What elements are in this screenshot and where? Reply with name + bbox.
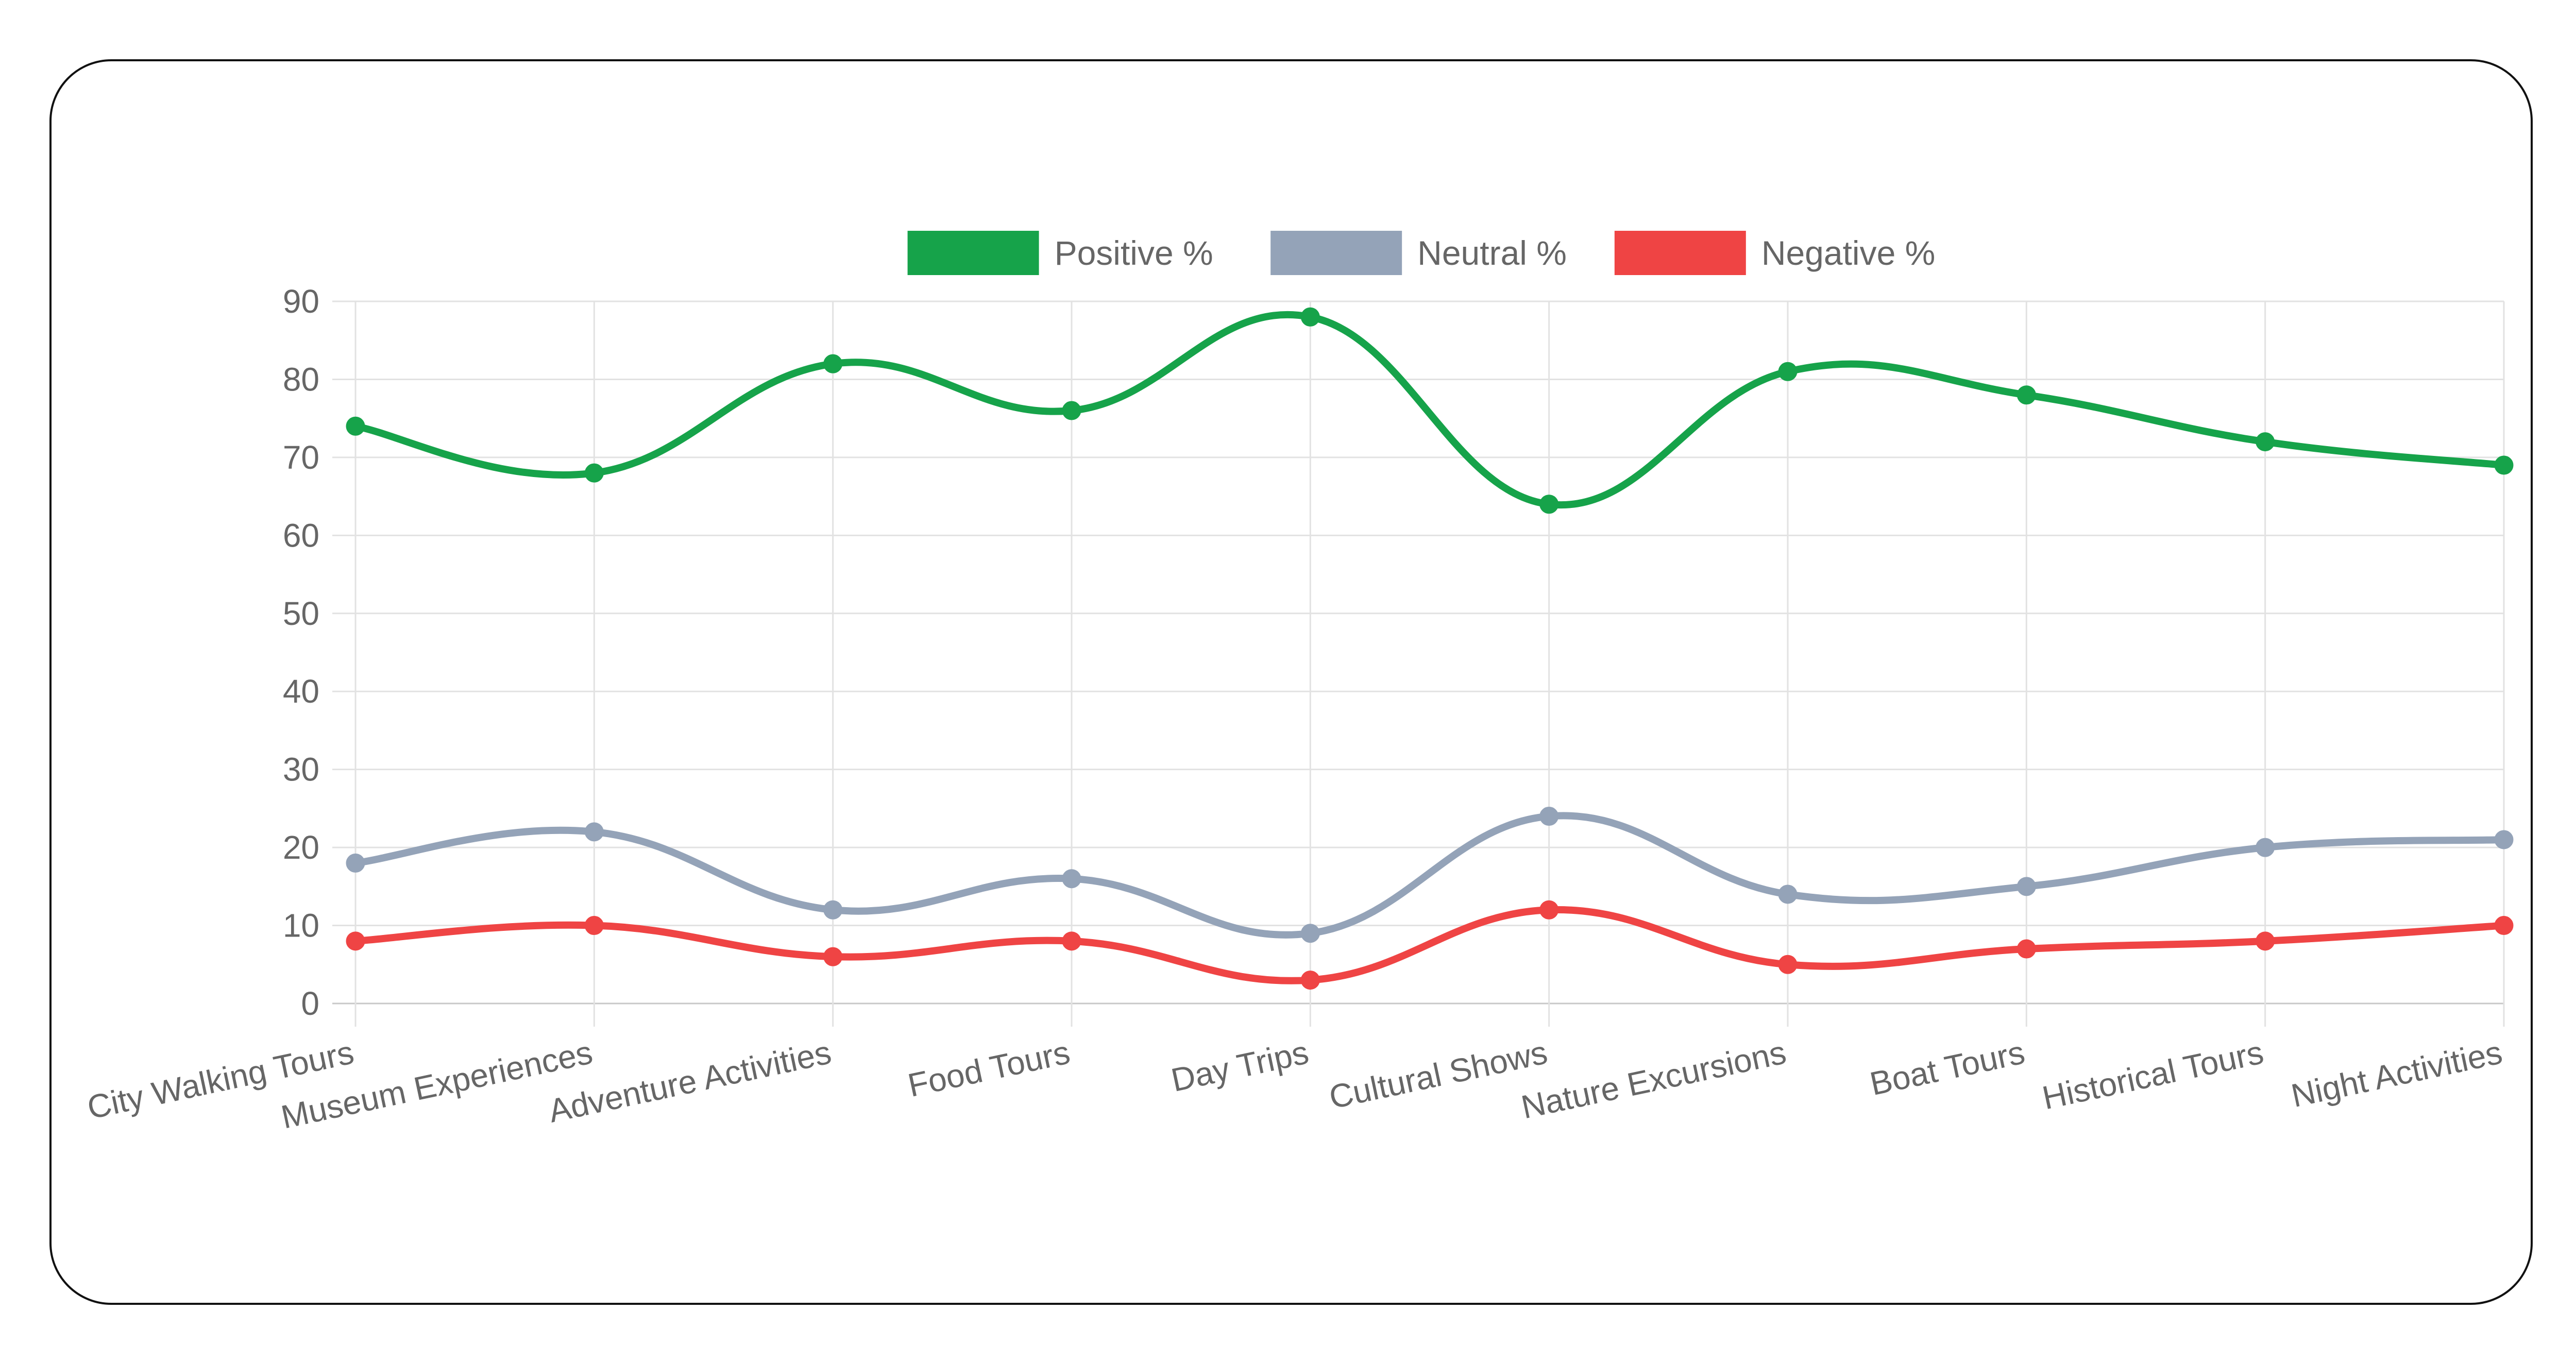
y-tick-label: 20 xyxy=(283,829,319,866)
series-line-2 xyxy=(352,906,2507,984)
data-point xyxy=(346,853,365,873)
x-tick-label: Nature Excursions xyxy=(1518,1033,1789,1126)
data-point xyxy=(2016,939,2036,959)
legend-label: Neutral % xyxy=(1417,234,1567,272)
legend-label: Positive % xyxy=(1055,234,1213,272)
data-point xyxy=(584,463,604,483)
data-point xyxy=(823,900,843,920)
y-tick-label: 80 xyxy=(283,361,319,398)
data-point xyxy=(1778,884,1798,904)
legend-item: Negative % xyxy=(1614,231,1936,275)
data-point xyxy=(2256,432,2275,452)
data-point xyxy=(346,416,365,436)
data-point xyxy=(1778,362,1798,381)
y-tick-label: 70 xyxy=(283,439,319,476)
data-point xyxy=(1062,931,1081,951)
series-line-0 xyxy=(352,311,2507,509)
data-point xyxy=(1539,495,1559,514)
data-point xyxy=(1062,401,1081,420)
legend-item: Positive % xyxy=(907,231,1213,275)
legend: Positive % Neutral % Negative % xyxy=(907,231,1936,275)
y-axis-ticks: 0 10 20 30 40 50 60 70 80 90 xyxy=(283,283,319,1022)
series-line-1 xyxy=(352,812,2507,939)
y-tick-label: 60 xyxy=(283,517,319,554)
data-point xyxy=(1300,307,1320,327)
series-points xyxy=(346,307,2514,990)
data-point xyxy=(1062,869,1081,889)
y-tick-label: 40 xyxy=(283,673,319,710)
grid-lines xyxy=(332,300,2505,1027)
x-tick-label: Boat Tours xyxy=(1867,1033,2028,1102)
legend-swatch xyxy=(1270,231,1402,275)
data-point xyxy=(2016,877,2036,896)
data-point xyxy=(2494,916,2514,935)
legend-label: Negative % xyxy=(1761,234,1936,272)
x-tick-label: Day Trips xyxy=(1168,1033,1312,1099)
legend-item: Neutral % xyxy=(1270,231,1567,275)
legend-swatch xyxy=(907,231,1039,275)
data-point xyxy=(2256,931,2275,951)
data-point xyxy=(1300,924,1320,943)
legend-swatch xyxy=(1614,231,1746,275)
y-tick-label: 90 xyxy=(283,283,319,320)
data-point xyxy=(2016,385,2036,405)
series-lines xyxy=(352,311,2507,984)
x-tick-label: Night Activities xyxy=(2288,1033,2505,1114)
data-point xyxy=(346,931,365,951)
x-tick-label: Historical Tours xyxy=(2039,1033,2267,1116)
data-point xyxy=(1300,971,1320,990)
data-point xyxy=(584,916,604,935)
x-tick-label: Food Tours xyxy=(905,1033,1073,1104)
y-tick-label: 30 xyxy=(283,751,319,788)
data-point xyxy=(823,354,843,373)
data-point xyxy=(1539,900,1559,920)
data-point xyxy=(2494,830,2514,849)
data-point xyxy=(1539,807,1559,826)
y-tick-label: 10 xyxy=(283,907,319,944)
data-point xyxy=(584,822,604,842)
data-point xyxy=(2494,455,2514,475)
y-tick-label: 50 xyxy=(283,595,319,632)
x-tick-label: Cultural Shows xyxy=(1326,1033,1551,1116)
data-point xyxy=(2256,838,2275,857)
y-tick-label: 0 xyxy=(301,985,319,1022)
data-point xyxy=(1778,955,1798,974)
data-point xyxy=(823,947,843,966)
